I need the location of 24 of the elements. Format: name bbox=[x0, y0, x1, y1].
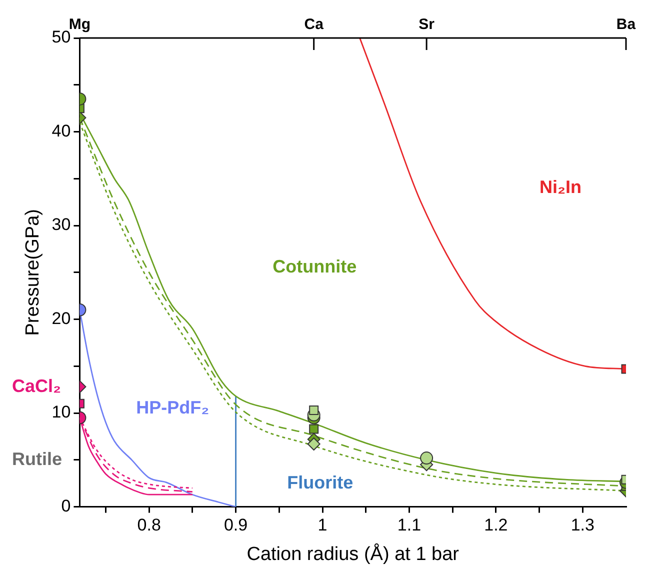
annotation: Sr bbox=[418, 16, 435, 34]
y-tick-label: 50 bbox=[52, 28, 71, 47]
x-axis-title: Cation radius (Å) at 1 bar bbox=[246, 542, 460, 565]
text: Ni₂In bbox=[539, 176, 582, 197]
y-tick-label: 0 bbox=[61, 496, 71, 516]
y-tick-label: 40 bbox=[52, 121, 71, 140]
x-tick-label: 1.1 bbox=[397, 516, 422, 535]
text: Mg bbox=[68, 16, 91, 34]
text: Cotunnite bbox=[272, 256, 357, 277]
annotation: Ba bbox=[616, 16, 636, 34]
text: Rutile bbox=[12, 448, 62, 469]
y-tick-label: 30 bbox=[52, 215, 71, 234]
y-tick-label: 10 bbox=[52, 402, 71, 422]
x-tick-label: 0.9 bbox=[224, 516, 248, 535]
x-tick-label: 1.3 bbox=[570, 516, 594, 535]
annotation: Ca bbox=[304, 16, 324, 34]
text: Fluorite bbox=[287, 472, 354, 492]
series-label: HP-PdF₂ bbox=[136, 397, 210, 418]
y-axis-title: Pressure(GPa) bbox=[22, 209, 44, 336]
x-tick-label: 1 bbox=[318, 516, 328, 535]
series-label: CaCl₂ bbox=[12, 376, 62, 396]
y-tick-label: 20 bbox=[52, 308, 71, 328]
x-tick-label: 0.8 bbox=[137, 516, 161, 535]
x-tick-label: 1.2 bbox=[484, 516, 508, 535]
